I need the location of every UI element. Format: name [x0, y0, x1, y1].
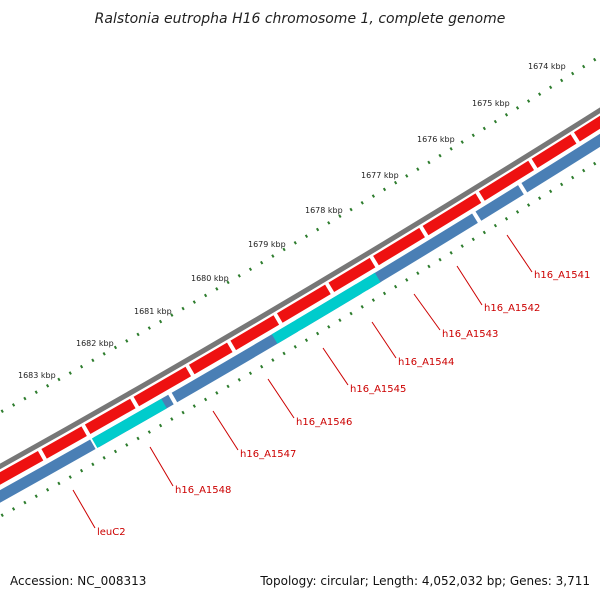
gene-label[interactable]: h16_A1543	[442, 329, 498, 340]
ruler-label: 1682 kbp	[76, 339, 114, 348]
gene-label[interactable]: h16_A1541	[534, 270, 590, 281]
gene-label[interactable]: h16_A1548	[175, 485, 231, 496]
ruler-label: 1674 kbp	[528, 62, 566, 71]
gene-label[interactable]: h16_A1546	[296, 417, 352, 428]
ruler-label: 1679 kbp	[248, 240, 286, 249]
topology-text: Topology: circular; Length: 4,052,032 bp…	[260, 574, 590, 588]
outer-ruler-ticks	[0, 48, 600, 420]
gene-label[interactable]: leuC2	[97, 527, 126, 538]
ruler-labels: 1674 kbp 1675 kbp 1676 kbp 1677 kbp 1678…	[18, 62, 566, 380]
gene-label[interactable]: h16_A1542	[484, 303, 540, 314]
inner-ruler-ticks	[0, 152, 600, 524]
ruler-label: 1681 kbp	[134, 307, 172, 316]
ruler-label: 1680 kbp	[191, 274, 229, 283]
gene-label[interactable]: h16_A1545	[350, 384, 406, 395]
gene-label[interactable]: h16_A1547	[240, 449, 296, 460]
accession-text: Accession: NC_008313	[10, 574, 147, 588]
gene-labels: h16_A1541 h16_A1542 h16_A1543 h16_A1544 …	[97, 270, 590, 538]
ruler-label: 1675 kbp	[472, 99, 510, 108]
ruler-label: 1678 kbp	[305, 206, 343, 215]
forward-strand-genes	[0, 116, 600, 484]
ruler-label: 1677 kbp	[361, 171, 399, 180]
gene-label[interactable]: h16_A1544	[398, 357, 454, 368]
map-title: Ralstonia eutropha H16 chromosome 1, com…	[95, 11, 506, 27]
ruler-label: 1676 kbp	[417, 135, 455, 144]
ruler-label: 1683 kbp	[18, 371, 56, 380]
gene-leader-lines	[72, 234, 533, 529]
